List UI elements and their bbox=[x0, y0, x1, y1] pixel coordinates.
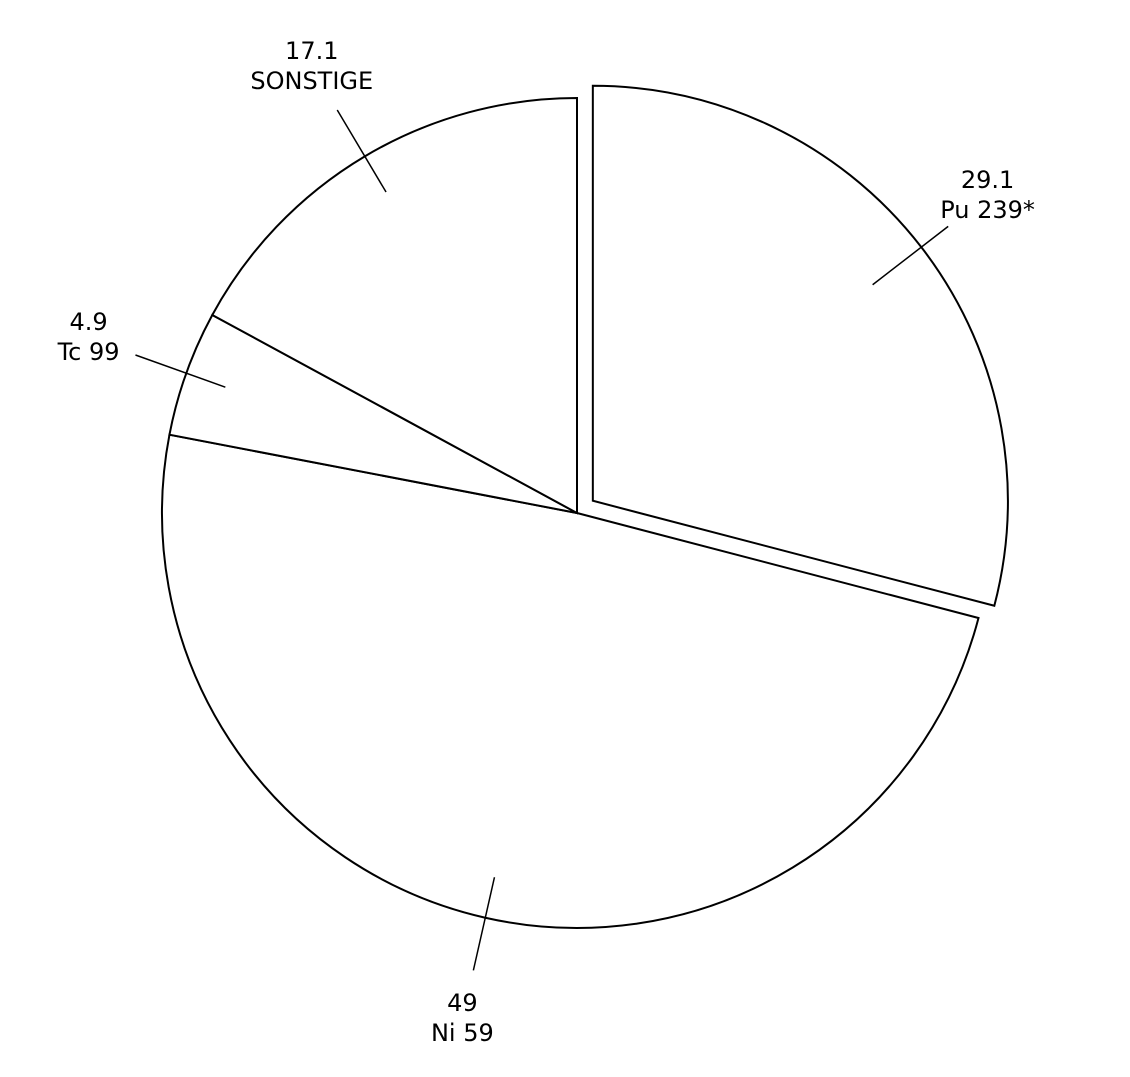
category-label: Ni 59 bbox=[431, 1019, 494, 1047]
leader-line bbox=[135, 354, 226, 388]
leader-line bbox=[472, 877, 496, 971]
value-label: 29.1 bbox=[961, 166, 1014, 194]
category-label: Tc 99 bbox=[57, 338, 120, 366]
value-label: 17.1 bbox=[285, 37, 338, 65]
value-label: 4.9 bbox=[69, 308, 107, 336]
leader-line bbox=[336, 109, 387, 193]
category-label: SONSTIGE bbox=[250, 67, 373, 95]
category-label: Pu 239* bbox=[940, 196, 1035, 224]
leader-line bbox=[872, 225, 949, 286]
value-label: 49 bbox=[447, 989, 478, 1017]
pie-slice bbox=[591, 84, 1009, 607]
